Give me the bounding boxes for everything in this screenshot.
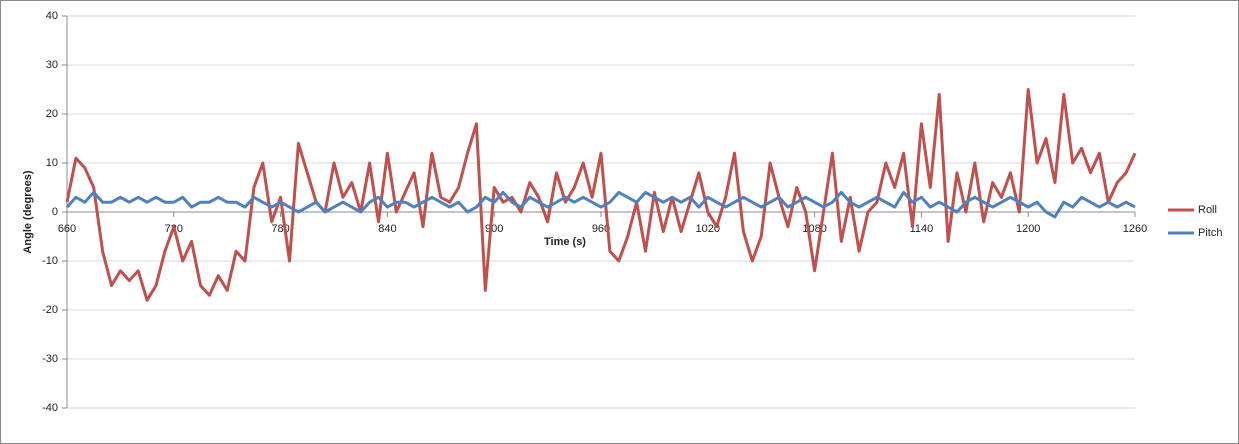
y-tick-label: -20 bbox=[42, 304, 58, 316]
series-line bbox=[65, 88, 1137, 302]
x-tick-label: 1200 bbox=[1016, 223, 1040, 235]
x-tick-label: 1020 bbox=[696, 223, 720, 235]
legend-label: Roll bbox=[1198, 204, 1217, 216]
x-tick-label: 1140 bbox=[910, 223, 934, 235]
x-axis-title: Time (s) bbox=[544, 236, 586, 248]
y-tick-label: 40 bbox=[46, 10, 58, 22]
x-tick-label: 960 bbox=[592, 223, 610, 235]
y-tick-label: -10 bbox=[42, 255, 58, 267]
legend-label: Pitch bbox=[1198, 227, 1222, 239]
x-tick-label: 1080 bbox=[802, 223, 826, 235]
y-tick-label: 10 bbox=[46, 157, 58, 169]
x-tick-label: 840 bbox=[378, 223, 396, 235]
y-tick-label: -30 bbox=[42, 353, 58, 365]
y-axis-title: Angle (degrees) bbox=[22, 170, 34, 253]
series-line bbox=[65, 190, 1136, 219]
x-tick-label: 900 bbox=[485, 223, 503, 235]
x-tick-label: 660 bbox=[58, 223, 76, 235]
y-tick-label: 20 bbox=[46, 108, 58, 120]
y-tick-label: -40 bbox=[42, 402, 58, 414]
y-tick-label: 0 bbox=[52, 206, 58, 218]
y-tick-label: 30 bbox=[46, 59, 58, 71]
x-tick-label: 1260 bbox=[1123, 223, 1147, 235]
